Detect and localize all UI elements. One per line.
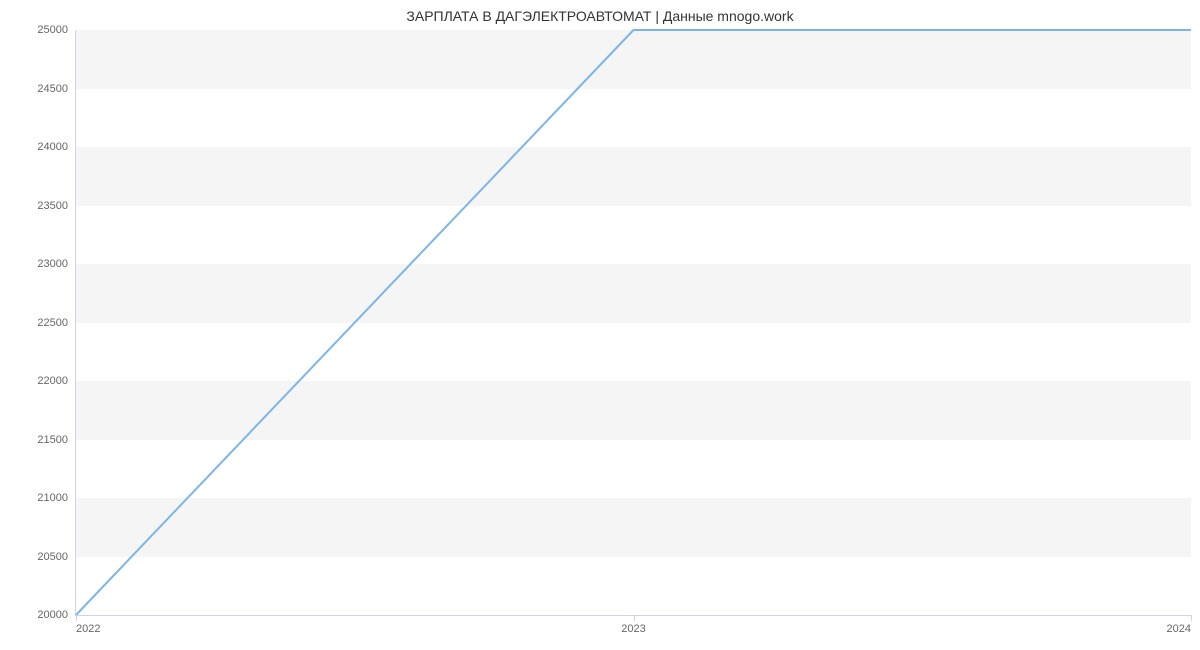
y-tick-label: 24500 xyxy=(37,83,68,95)
line-series xyxy=(76,30,1191,615)
x-tick-mark xyxy=(634,615,635,621)
x-tick-mark xyxy=(76,615,77,621)
y-tick-label: 23000 xyxy=(37,258,68,270)
y-tick-label: 22000 xyxy=(37,375,68,387)
y-tick-label: 21500 xyxy=(37,434,68,446)
chart-title: ЗАРПЛАТА В ДАГЭЛЕКТРОАВТОМАТ | Данные mn… xyxy=(0,0,1200,24)
y-tick-label: 20000 xyxy=(37,609,68,621)
y-tick-label: 20500 xyxy=(37,551,68,563)
series-line xyxy=(76,30,1191,615)
x-tick-label: 2022 xyxy=(76,623,100,635)
salary-line-chart: ЗАРПЛАТА В ДАГЭЛЕКТРОАВТОМАТ | Данные mn… xyxy=(0,0,1200,650)
x-tick-label: 2023 xyxy=(621,623,645,635)
y-tick-label: 22500 xyxy=(37,317,68,329)
x-tick-label: 2024 xyxy=(1167,623,1191,635)
x-tick-mark xyxy=(1191,615,1192,621)
y-tick-label: 21000 xyxy=(37,492,68,504)
y-tick-label: 24000 xyxy=(37,141,68,153)
y-tick-label: 25000 xyxy=(37,24,68,36)
plot-area: 2000020500210002150022000225002300023500… xyxy=(75,30,1191,616)
y-tick-label: 23500 xyxy=(37,200,68,212)
